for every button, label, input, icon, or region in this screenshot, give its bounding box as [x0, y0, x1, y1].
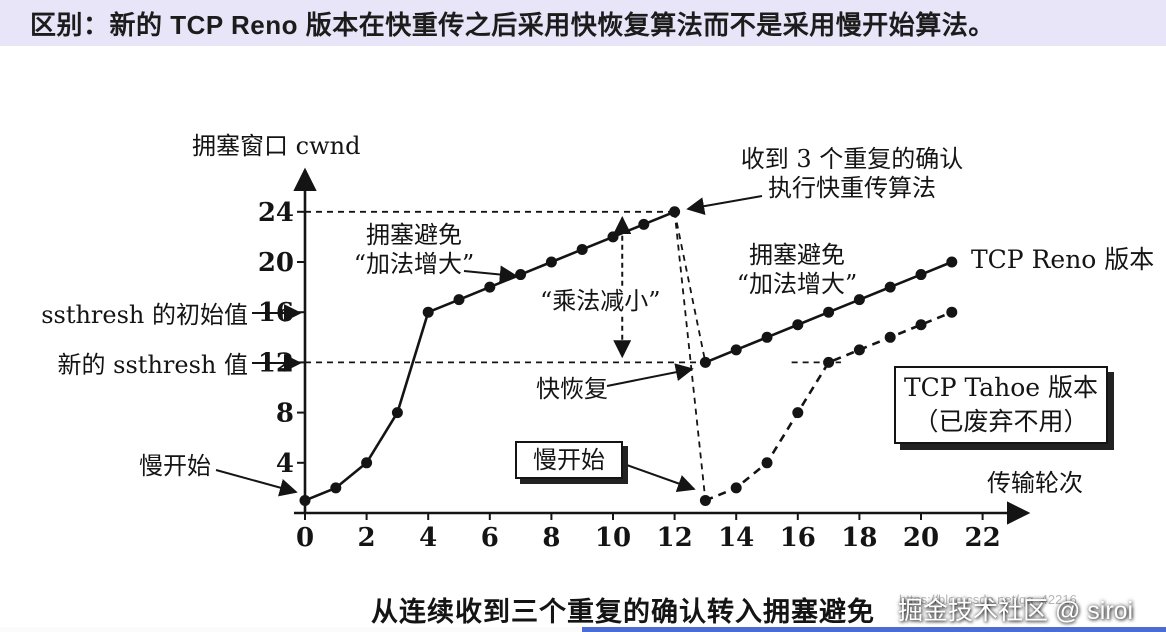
svg-text:8: 8: [276, 399, 294, 429]
annotation-ssthresh-new: 新的 ssthresh 值: [57, 351, 248, 379]
annotation-duplicate-acks: 收到 3 个重复的确认 执行快重传算法: [710, 145, 994, 204]
svg-text:12: 12: [657, 523, 693, 553]
annotation-ssthresh-initial: ssthresh 的初始值: [41, 301, 248, 329]
annotation-ca1-line1: 拥塞避免: [366, 221, 462, 249]
y-axis-title: 拥塞窗口 cwnd: [192, 132, 361, 160]
svg-text:0: 0: [296, 523, 314, 553]
svg-text:4: 4: [276, 449, 294, 479]
svg-text:18: 18: [841, 523, 877, 553]
csdn-url-watermark: https://blog.csdn.net/qq_42216: [899, 592, 1077, 607]
annotation-slow-start-left: 慢开始: [139, 452, 211, 480]
x-axis-title: 传输轮次: [987, 469, 1083, 497]
header-note: 区别：新的 TCP Reno 版本在快重传之后采用快恢复算法而不是采用慢开始算法…: [0, 0, 1166, 46]
svg-text:6: 6: [481, 523, 499, 553]
bottom-edge-strip-right: [582, 627, 1166, 632]
bottom-edge-strip-left: [0, 627, 582, 632]
annotation-slow-start-box: 慢开始: [515, 441, 623, 479]
site-watermark: 掘金技术社区 @ siroi: [898, 597, 1134, 625]
svg-text:8: 8: [542, 523, 560, 553]
svg-text:22: 22: [965, 523, 1001, 553]
annotation-ca1-line2: “加法增大”: [353, 250, 475, 279]
annotation-ca2-line1: 拥塞避免: [749, 241, 845, 269]
annotation-multiplicative-decrease: “乘法减小”: [538, 287, 663, 317]
annotation-duplicate-acks-line2: 执行快重传算法: [768, 174, 936, 203]
annotation-congestion-avoidance-1: 拥塞避免 “加法增大”: [345, 221, 483, 280]
svg-text:4: 4: [419, 523, 437, 553]
svg-text:2: 2: [358, 523, 376, 553]
annotation-ca2-line2: “加法增大”: [736, 270, 858, 299]
header-note-text: 区别：新的 TCP Reno 版本在快重传之后采用快恢复算法而不是采用慢开始算法…: [30, 9, 995, 40]
tcp-reno-series-label: TCP Reno 版本: [971, 245, 1155, 274]
annotation-duplicate-acks-line1: 收到 3 个重复的确认: [740, 145, 964, 173]
bottom-edge-strip: [0, 627, 1166, 632]
svg-text:10: 10: [595, 523, 631, 553]
tcp-tahoe-label-line2: （已废弃不用）: [913, 407, 1089, 436]
annotation-congestion-avoidance-2: 拥塞避免 “加法增大”: [728, 241, 866, 300]
annotation-fast-recovery: 快恢复: [536, 375, 608, 403]
svg-text:24: 24: [258, 198, 294, 228]
tcp-tahoe-label-line1: TCP Tahoe 版本: [903, 373, 1099, 402]
svg-text:16: 16: [780, 523, 816, 553]
tcp-tahoe-series-label-box: TCP Tahoe 版本 （已废弃不用）: [894, 366, 1108, 444]
svg-text:20: 20: [258, 248, 294, 278]
svg-text:14: 14: [718, 523, 754, 553]
figure-caption: 从连续收到三个重复的确认转入拥塞避免: [371, 597, 875, 627]
svg-text:20: 20: [903, 523, 939, 553]
